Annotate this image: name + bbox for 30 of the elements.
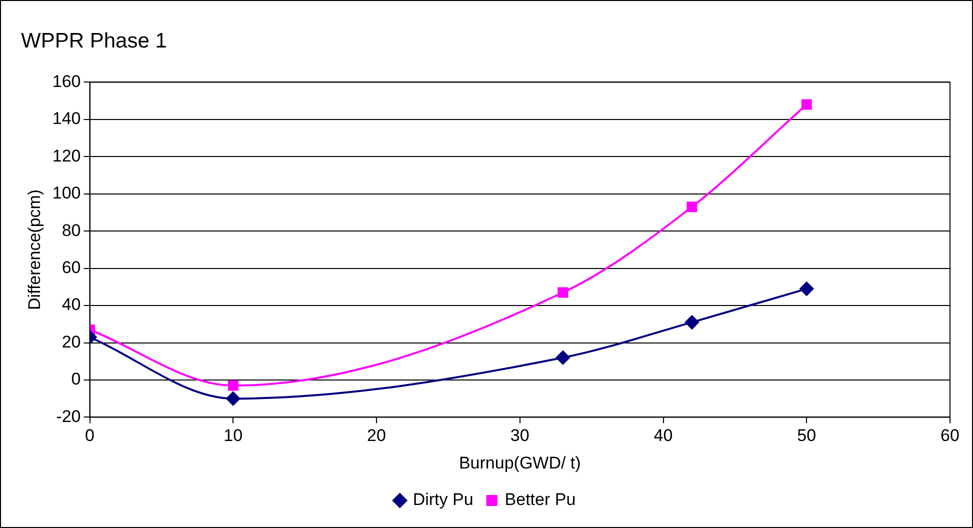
x-tick-label: 0	[85, 426, 94, 446]
x-tick-label: 60	[940, 426, 960, 446]
point	[228, 380, 238, 391]
point	[558, 287, 568, 298]
y-tick-label: 0	[71, 370, 81, 389]
y-axis-title: Difference(pcm)	[24, 189, 44, 310]
point	[800, 282, 814, 296]
y-tick-label: 60	[62, 258, 81, 277]
y-tick-label: 140	[52, 109, 81, 128]
y-tick-label: 40	[62, 295, 81, 314]
y-tick-label: 20	[62, 332, 81, 352]
x-tick-label: 10	[224, 426, 243, 446]
x-tick-label: 20	[367, 426, 386, 446]
y-tick-label: 160	[52, 72, 81, 91]
x-tick-label: 40	[654, 426, 673, 446]
point	[686, 202, 698, 212]
y-tick-label: -20	[56, 406, 81, 426]
y-tick-label: 120	[52, 146, 81, 166]
x-tick-label: 30	[510, 426, 530, 446]
point	[556, 350, 570, 365]
point	[801, 99, 812, 110]
x-axis-title: Burnup(GWD/ t)	[458, 453, 581, 472]
legend-label: Better Pu	[504, 490, 576, 510]
point	[226, 392, 240, 406]
point	[684, 315, 699, 330]
chart-title: WPPR Phase 1	[21, 29, 167, 52]
x-tick-label: 50	[797, 426, 816, 446]
y-tick-label: 100	[52, 184, 81, 203]
legend-label: Dirty Pu	[412, 490, 474, 510]
y-tick-label: 80	[62, 220, 81, 240]
